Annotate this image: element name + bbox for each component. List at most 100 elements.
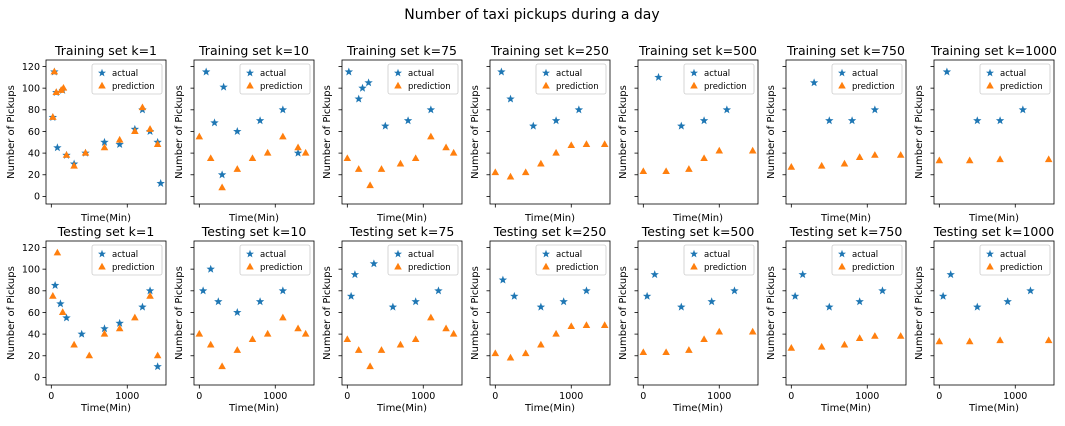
subplot-title: Training set k=1 [54, 43, 157, 58]
prediction-point [354, 346, 363, 353]
legend: actual prediction [831, 244, 903, 276]
actual-point [942, 67, 952, 76]
x-axis-label: Time(Min) [524, 213, 575, 224]
legend-actual-marker [542, 68, 550, 77]
axes-frame [341, 240, 463, 386]
y-tick-label: 80 [28, 286, 40, 297]
actual-point [809, 78, 819, 87]
actual-point [77, 329, 86, 338]
subplot-title: Training set k=500 [638, 43, 757, 58]
actual-point [434, 286, 443, 295]
x-tick-label: 0 [344, 391, 350, 402]
prediction-point [935, 156, 944, 164]
actual-point [255, 116, 265, 125]
legend-prediction-marker [394, 262, 402, 270]
prediction-point [715, 146, 724, 154]
legend-prediction-marker [838, 81, 846, 89]
prediction-point [218, 183, 226, 191]
x-axis-label: Time(Min) [820, 213, 871, 224]
prediction-point [935, 337, 944, 345]
y-tick-label: 0 [34, 192, 40, 203]
prediction-point [70, 340, 78, 348]
subplot-title: Training set k=750 [786, 43, 905, 58]
plot-area [935, 67, 1053, 164]
prediction-point [521, 349, 530, 357]
actual-point [53, 143, 62, 152]
subplot-title: Testing set k=500 [641, 224, 755, 239]
plot-area [343, 259, 458, 370]
prediction-point [411, 335, 420, 343]
legend-actual-marker [986, 249, 994, 258]
legend: actual prediction [239, 63, 311, 95]
legend-actual-label: actual [556, 69, 582, 79]
actual-point [206, 264, 215, 273]
actual-point [346, 291, 356, 300]
subplot: Training set k=1000 Time(Min) Number of Pi… [914, 43, 1057, 224]
legend-prediction-marker [986, 81, 994, 89]
prediction-point [138, 103, 147, 111]
prediction-point [685, 346, 693, 353]
prediction-point [146, 125, 154, 132]
legend-prediction-label: prediction [112, 263, 155, 273]
axes-frame [341, 59, 463, 205]
axes-frame [193, 240, 315, 386]
actual-point [973, 116, 982, 125]
y-axis-label: Number of Pickups [618, 85, 629, 179]
prediction-point [582, 140, 591, 147]
plot-area [787, 78, 905, 170]
prediction-point [294, 324, 302, 332]
prediction-point [343, 335, 352, 343]
actual-point [973, 302, 982, 311]
plot-area [787, 270, 905, 351]
prediction-point [840, 340, 849, 348]
prediction-point [195, 132, 204, 140]
plot-area [48, 67, 165, 187]
actual-point [1026, 286, 1035, 295]
legend-actual-label: actual [260, 250, 286, 260]
prediction-point [81, 148, 90, 156]
plot-area [49, 248, 162, 371]
prediction-point [700, 154, 708, 162]
actual-point [56, 299, 65, 308]
actual-point [233, 308, 242, 317]
x-tick-label: 1000 [1003, 391, 1027, 402]
legend-box [239, 244, 311, 276]
axes-frame [489, 240, 611, 386]
subplot-title: Training set k=1000 [930, 43, 1057, 58]
legend-box [91, 63, 163, 95]
actual-point [426, 105, 436, 114]
subplot-title: Testing set k=1 [57, 224, 155, 239]
actual-point [358, 83, 367, 92]
prediction-point [85, 351, 94, 359]
prediction-point [965, 337, 974, 345]
actual-point [498, 275, 508, 284]
subplot-grid: Training set k=1020406080100120Time(Min)… [6, 43, 1057, 414]
actual-point [145, 286, 155, 295]
actual-point [699, 116, 709, 125]
actual-point [730, 286, 739, 295]
legend-box [979, 63, 1051, 95]
prediction-point [491, 168, 500, 176]
actual-point [510, 291, 519, 300]
x-axis-label: Time(Min) [80, 213, 131, 224]
actual-point [138, 302, 147, 311]
legend-actual-label: actual [704, 69, 730, 79]
legend-prediction-marker [542, 262, 550, 270]
actual-point [878, 286, 887, 295]
prediction-point [366, 181, 374, 189]
y-tick-label: 120 [22, 62, 40, 73]
legend-actual-marker [986, 68, 994, 77]
prediction-point [263, 329, 272, 337]
legend-actual-marker [690, 249, 698, 258]
prediction-point [53, 248, 62, 256]
prediction-point [233, 346, 242, 353]
x-tick-label: 0 [640, 391, 646, 402]
legend-box [831, 244, 903, 276]
prediction-point [662, 348, 670, 356]
prediction-point [377, 346, 386, 353]
y-tick-label: 40 [28, 148, 40, 159]
legend-prediction-marker [690, 81, 698, 89]
axes-frame [45, 59, 167, 205]
legend-actual-label: actual [408, 250, 434, 260]
actual-point [201, 67, 211, 76]
